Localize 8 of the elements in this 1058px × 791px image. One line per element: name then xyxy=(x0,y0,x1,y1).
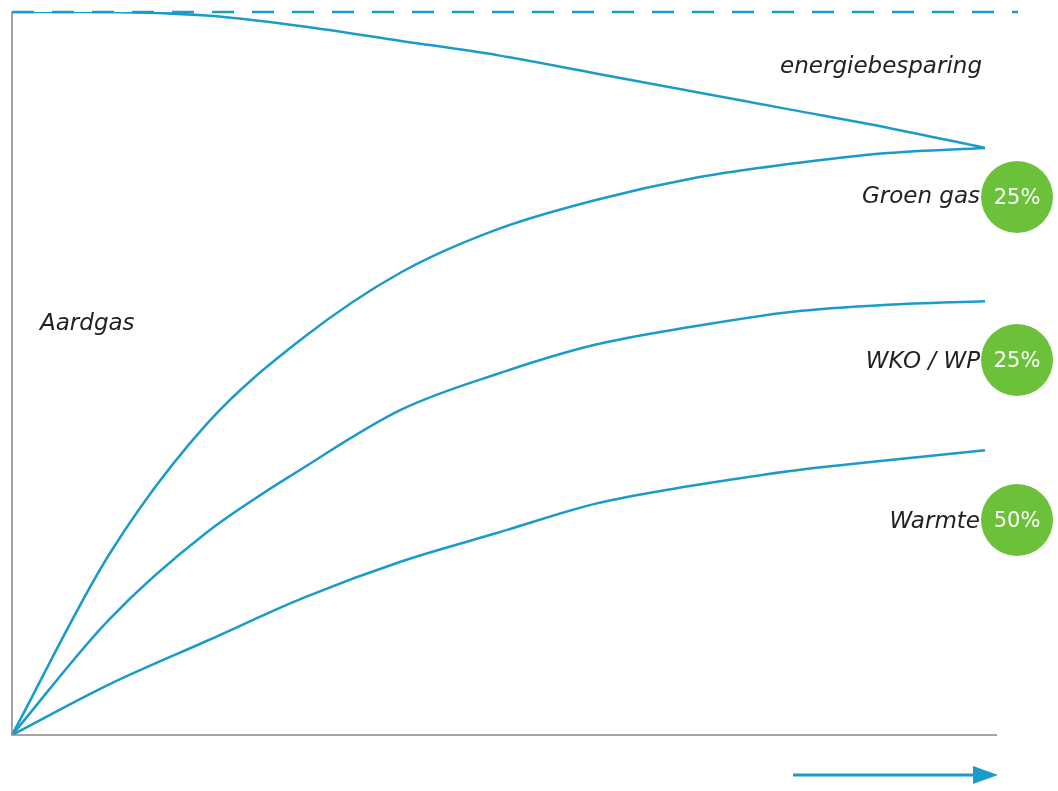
annotation: Groen gas xyxy=(861,182,980,208)
annotation: 25% xyxy=(981,324,1053,396)
annotation: Warmte xyxy=(889,507,980,533)
annotation: 25% xyxy=(981,161,1053,233)
annotation: Aardgas xyxy=(40,309,135,335)
annotation: 50% xyxy=(981,484,1053,556)
annotation: energiebesparing xyxy=(780,52,982,78)
annotation: WKO / WP xyxy=(865,347,980,373)
